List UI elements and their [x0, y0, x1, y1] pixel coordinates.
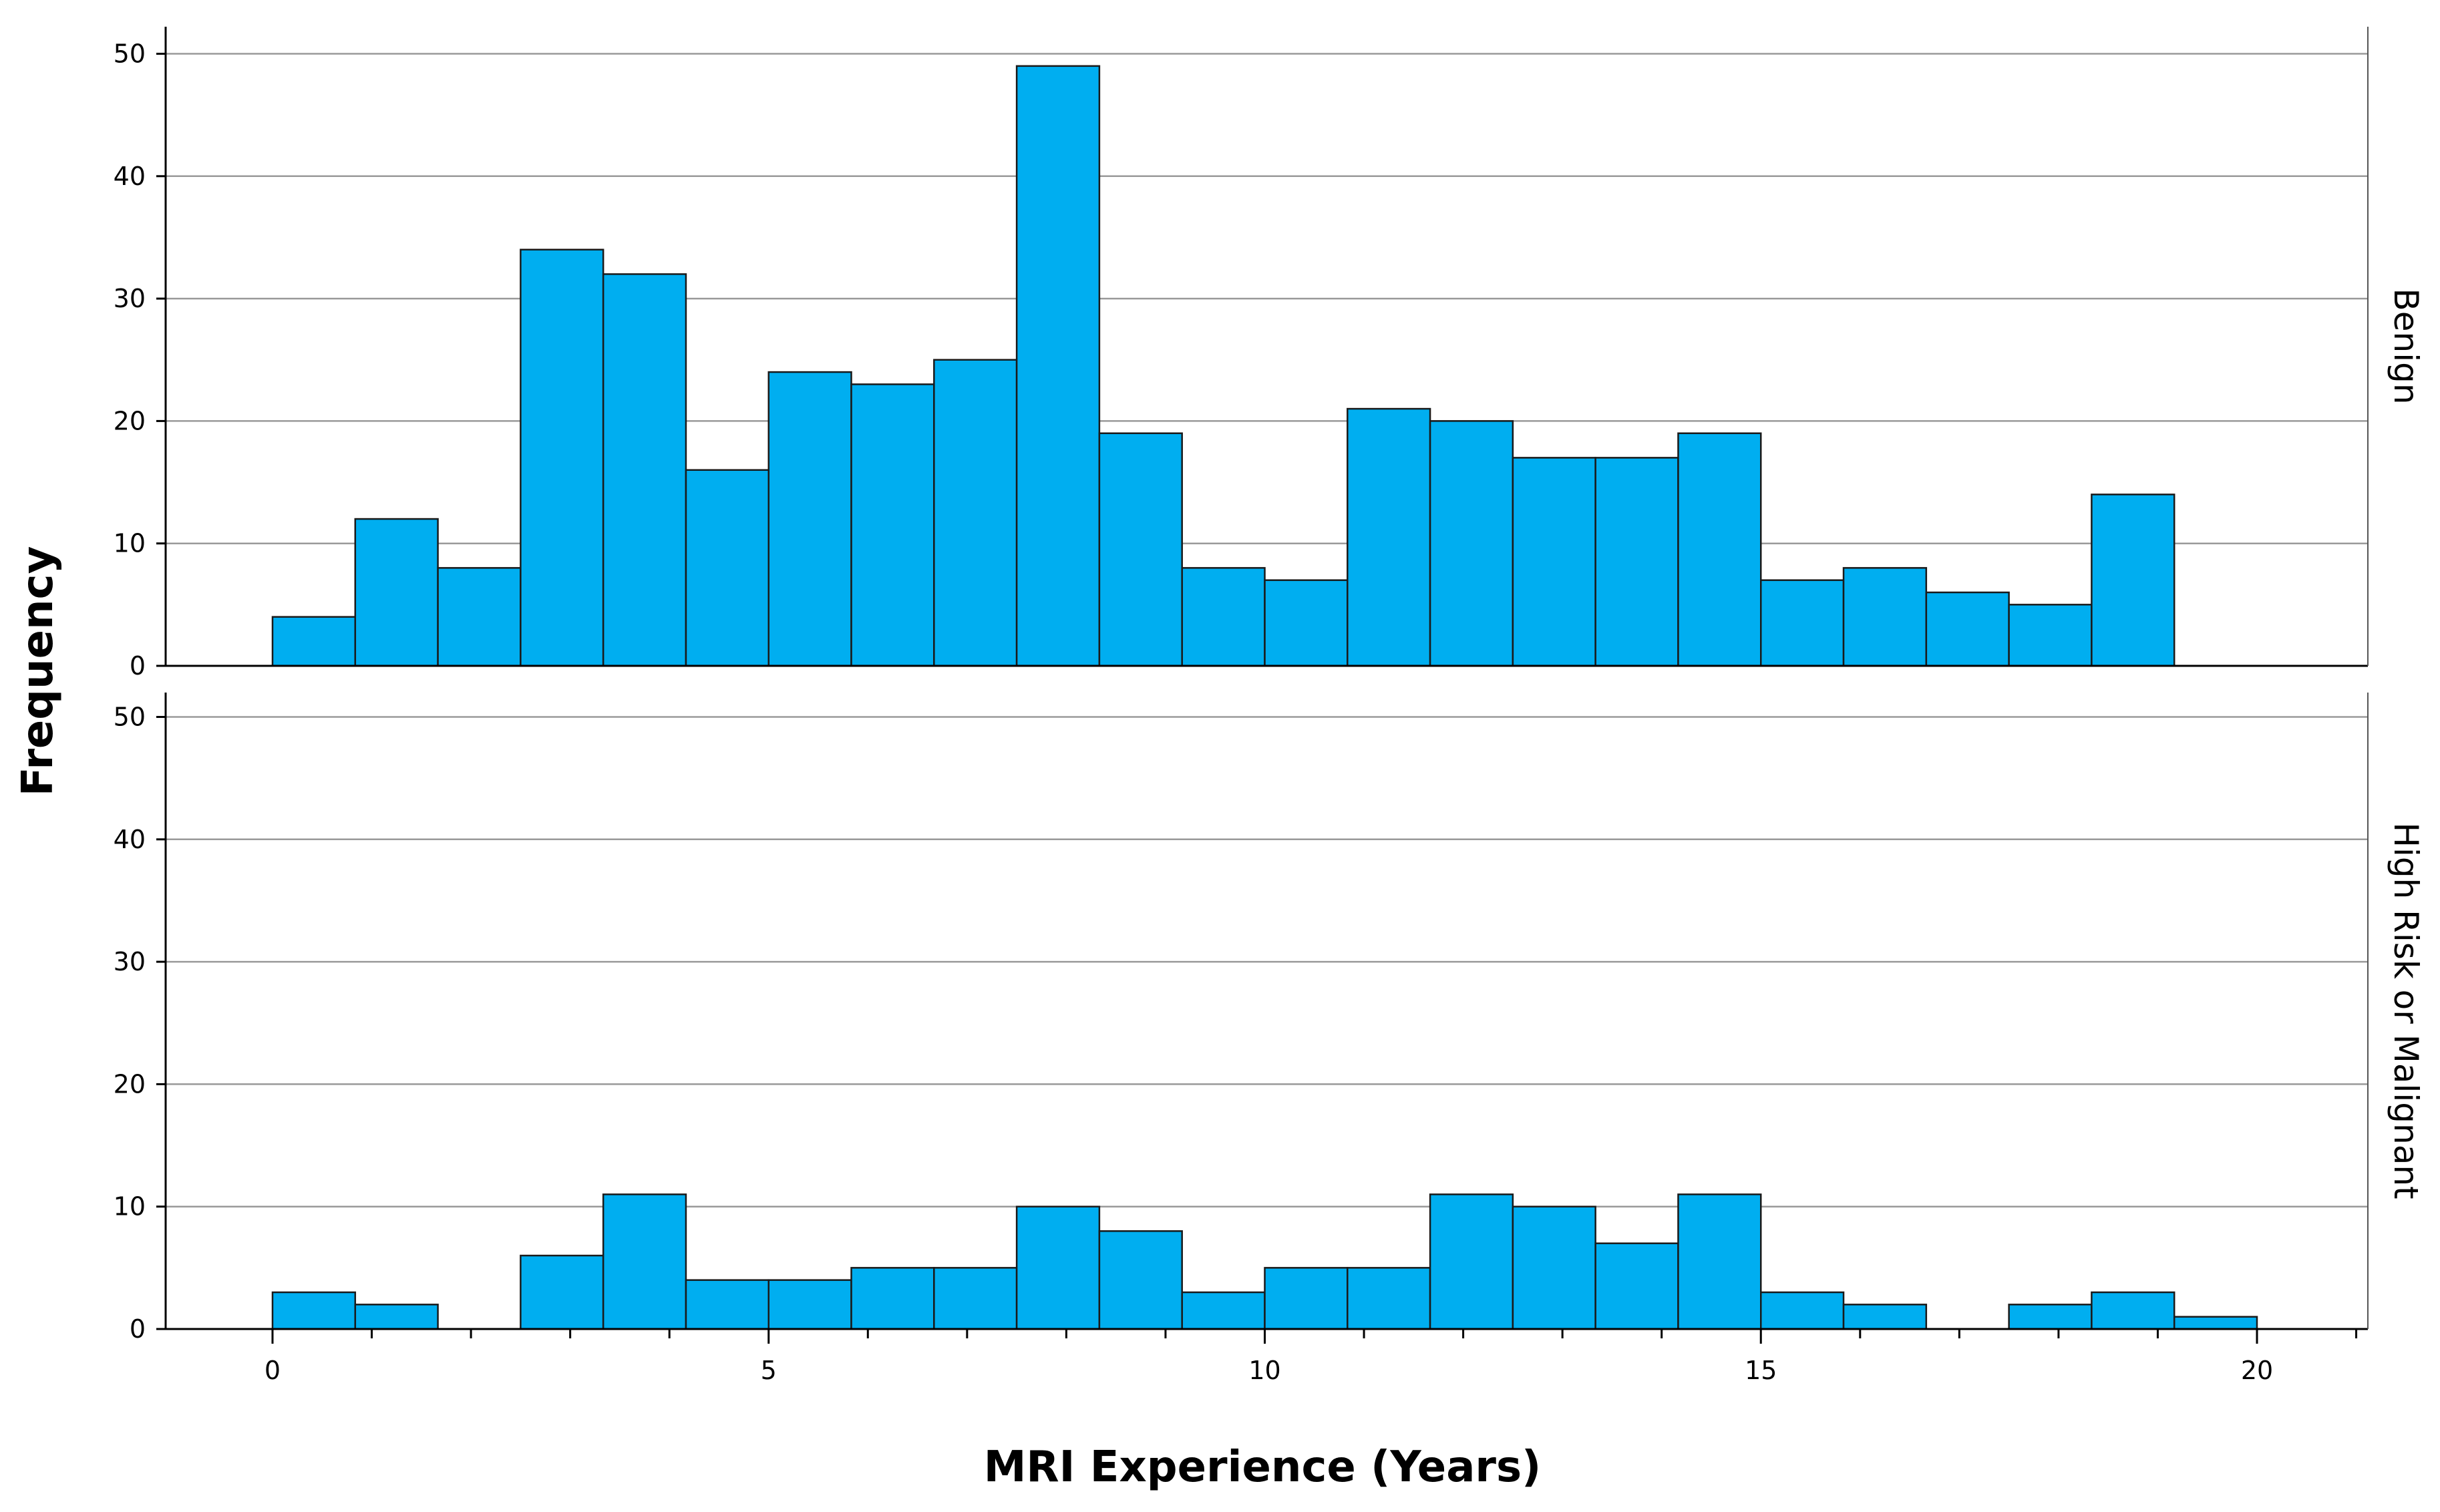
panel-label: High Risk or Malignant [2387, 822, 2425, 1199]
bar [1264, 579, 1349, 667]
y-tick-label: 40 [114, 825, 146, 854]
bar [1594, 457, 1679, 667]
bar [602, 273, 687, 667]
bar [520, 1254, 604, 1330]
bar [1015, 1205, 1101, 1330]
bar [1512, 457, 1596, 667]
bar [271, 1291, 357, 1330]
bar [1842, 567, 1928, 667]
bar [1677, 1193, 1762, 1330]
y-tick-label: 50 [114, 703, 146, 732]
bar [1015, 65, 1101, 667]
bar [1181, 567, 1266, 667]
bar [271, 616, 357, 667]
bar [685, 469, 769, 667]
y-tick-label: 30 [114, 947, 146, 976]
y-tick-label: 0 [130, 1314, 146, 1344]
bar [1347, 1267, 1431, 1330]
bar [2173, 1316, 2258, 1330]
bar [933, 1267, 1018, 1330]
y-tick-label: 40 [114, 162, 146, 191]
bar [1429, 420, 1514, 667]
y-axis-title: Frequency [13, 546, 63, 797]
bar [1264, 1267, 1349, 1330]
panels-group: 0 10 20 30 40 50 Benign 0 10 20 30 40 50 High Risk or… [114, 27, 2425, 1344]
y-tick-label: 20 [114, 406, 146, 435]
y-tick-label: 30 [114, 284, 146, 313]
bar [767, 1279, 852, 1330]
y-tick-label: 50 [114, 39, 146, 69]
x-tick-label: 15 [1745, 1356, 1777, 1385]
bar [602, 1193, 687, 1330]
y-tick-label: 10 [114, 529, 146, 558]
bar [1512, 1205, 1596, 1330]
x-tick-label: 0 [265, 1356, 281, 1385]
x-axis: 0 5 10 15 20 [265, 1329, 2358, 1385]
bar [354, 1304, 439, 1330]
bar [1098, 432, 1183, 667]
bar [1677, 432, 1762, 667]
y-tick-label: 10 [114, 1192, 146, 1221]
x-axis-title: MRI Experience (Years) [984, 1443, 1542, 1492]
x-tick-label: 5 [761, 1356, 777, 1385]
panel-high-risk-or-malignant: 0 10 20 30 40 50 High Risk or Malignant [114, 693, 2425, 1344]
x-tick-label: 10 [1248, 1356, 1280, 1385]
bar [437, 567, 522, 667]
bar [1098, 1230, 1183, 1330]
y-tick-label: 0 [130, 651, 146, 681]
x-tick-label: 20 [2241, 1356, 2273, 1385]
bar [850, 383, 935, 667]
bar [1760, 1291, 1845, 1330]
bar [850, 1267, 935, 1330]
bar [520, 248, 604, 667]
bar [685, 1279, 769, 1330]
bar [354, 518, 439, 667]
panel-label: Benign [2387, 288, 2425, 404]
bar [1594, 1242, 1679, 1330]
bar [767, 371, 852, 667]
panel-benign: 0 10 20 30 40 50 Benign [114, 27, 2425, 681]
bar [1347, 407, 1431, 667]
bar [2008, 1304, 2093, 1330]
bar [933, 359, 1018, 667]
bar [1925, 591, 2010, 667]
y-tick-label: 20 [114, 1069, 146, 1099]
bar [2091, 1291, 2175, 1330]
bar [2008, 604, 2093, 667]
bar [1429, 1193, 1514, 1330]
bar [2091, 494, 2175, 667]
bar [1181, 1291, 1266, 1330]
bar [1842, 1304, 1928, 1330]
bar [1760, 579, 1845, 667]
